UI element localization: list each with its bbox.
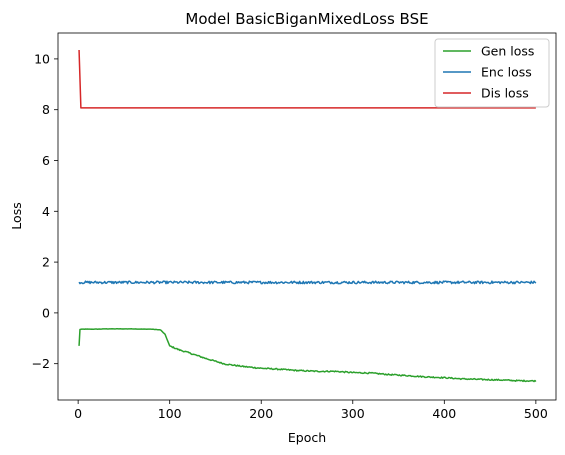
series-line xyxy=(78,49,536,109)
y-tick-label: 8 xyxy=(42,102,50,117)
y-tick-label: −2 xyxy=(32,356,50,371)
x-tick-label: 500 xyxy=(524,406,548,421)
x-tick-label: 300 xyxy=(341,406,365,421)
legend-label: Gen loss xyxy=(481,44,534,59)
legend: Gen loss Enc loss Dis loss xyxy=(434,38,550,108)
series-line xyxy=(78,280,537,285)
y-tick-label: 0 xyxy=(42,305,50,320)
x-axis-label: Epoch xyxy=(288,430,326,445)
y-tick-label: 6 xyxy=(42,153,50,168)
legend-box xyxy=(434,38,550,108)
x-axis-ticks: 0 100 200 300 400 500 xyxy=(74,400,548,421)
plot-frame xyxy=(57,32,557,401)
y-tick-label: 2 xyxy=(42,255,50,270)
x-tick-label: 400 xyxy=(432,406,456,421)
chart-title: Model BasicBiganMixedLoss BSE xyxy=(185,10,428,28)
legend-label: Enc loss xyxy=(481,65,532,80)
legend-label: Dis loss xyxy=(481,86,529,101)
series-lines xyxy=(78,49,537,383)
y-axis-ticks: −2 0 2 4 6 8 10 xyxy=(32,51,58,371)
x-tick-label: 0 xyxy=(74,406,82,421)
y-tick-label: 4 xyxy=(42,204,50,219)
x-tick-label: 100 xyxy=(158,406,182,421)
y-axis-label: Loss xyxy=(9,202,24,229)
series-line xyxy=(78,328,537,383)
x-tick-label: 200 xyxy=(249,406,273,421)
y-tick-label: 10 xyxy=(34,51,50,66)
